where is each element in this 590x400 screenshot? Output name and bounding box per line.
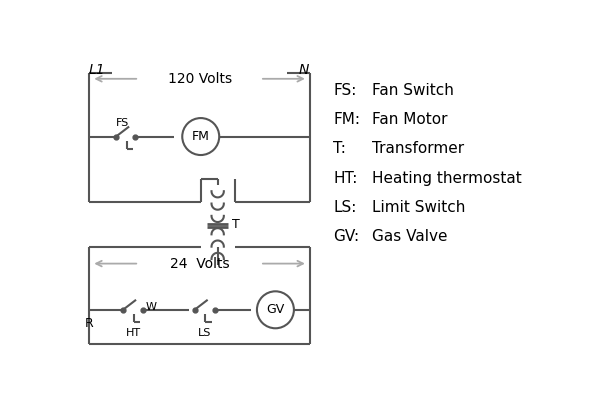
Text: FM: FM <box>192 130 209 143</box>
Text: LS:: LS: <box>333 200 356 215</box>
Text: Fan Motor: Fan Motor <box>372 112 447 127</box>
Text: 24  Volts: 24 Volts <box>170 257 230 270</box>
Text: Heating thermostat: Heating thermostat <box>372 171 522 186</box>
Text: T:: T: <box>333 141 346 156</box>
Text: HT: HT <box>126 328 140 338</box>
Text: T: T <box>231 218 240 231</box>
Text: LS: LS <box>198 328 211 338</box>
Text: FS:: FS: <box>333 83 356 98</box>
Text: N: N <box>298 63 309 77</box>
Text: Limit Switch: Limit Switch <box>372 200 465 215</box>
Text: GV: GV <box>266 303 284 316</box>
Text: HT:: HT: <box>333 171 358 186</box>
Text: R: R <box>85 317 93 330</box>
Text: Fan Switch: Fan Switch <box>372 83 454 98</box>
Text: L1: L1 <box>89 63 106 77</box>
Text: W: W <box>145 302 156 312</box>
Text: Transformer: Transformer <box>372 141 464 156</box>
Text: GV:: GV: <box>333 229 359 244</box>
Text: 120 Volts: 120 Volts <box>168 72 232 86</box>
Text: FM:: FM: <box>333 112 360 127</box>
Text: Gas Valve: Gas Valve <box>372 229 447 244</box>
Text: FS: FS <box>116 118 129 128</box>
Circle shape <box>182 118 219 155</box>
Circle shape <box>257 291 294 328</box>
